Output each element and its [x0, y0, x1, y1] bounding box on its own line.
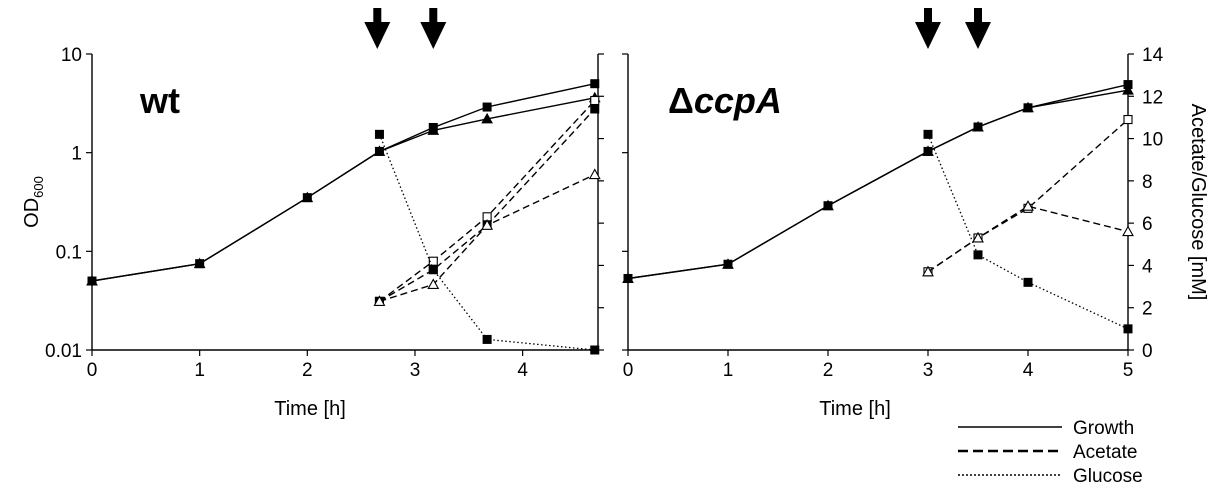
- ccpa-arrow-head: [915, 22, 941, 49]
- ccpa-series-4-point: [973, 250, 983, 260]
- ccpa-series-1-point: [972, 120, 984, 132]
- wt-series-5-point: [482, 334, 492, 344]
- ccpa-series-1-point: [622, 272, 634, 284]
- ccpa-x-tick-label: 1: [723, 360, 734, 381]
- wt-series-3-point: [590, 104, 600, 114]
- wt-arrow-shaft: [373, 8, 382, 24]
- ccpa-series-1-point: [1122, 84, 1134, 95]
- ccpa-series-3-point: [1022, 200, 1034, 211]
- wt-series-1-point: [427, 124, 440, 135]
- wt-left-tick-label: 0.1: [56, 242, 82, 263]
- ccpa-series-1-point: [922, 145, 934, 156]
- wt-x-tick-label: 0: [87, 360, 98, 381]
- ccpa-x-axis-label: Time [h]: [819, 398, 891, 420]
- ccpa-series-1-point: [822, 199, 834, 211]
- wt-arrow-head: [364, 22, 391, 49]
- wt-x-tick-label: 1: [194, 360, 205, 381]
- ccpa-right-tick-label: 12: [1142, 87, 1163, 108]
- ccpa-series-3-point: [972, 231, 984, 243]
- wt-y-axis-label: OD600: [21, 176, 46, 228]
- wt-series-1-point: [193, 257, 206, 269]
- wt-series-5-point: [428, 265, 438, 275]
- ccpa-series-4-point: [1123, 324, 1133, 334]
- wt-y-axis-label-sub: 600: [31, 176, 46, 198]
- ccpa-x-tick-label: 0: [623, 360, 634, 381]
- wt-series-2-line: [379, 100, 596, 302]
- ccpa-right-tick-label: 4: [1142, 256, 1153, 277]
- ccpa-series-4-line: [927, 134, 1129, 330]
- wt-series-4-point: [427, 278, 440, 290]
- wt-series-2-point: [590, 95, 600, 106]
- wt-series-5-point: [590, 345, 600, 355]
- legend-growth-label: Growth: [1073, 418, 1134, 439]
- wt-left-tick-label: 0.01: [45, 341, 82, 362]
- ccpa-right-tick-label: 0: [1142, 341, 1153, 362]
- ccpa-x-tick-label: 3: [923, 360, 934, 381]
- ccpa-x-tick-label: 5: [1123, 360, 1134, 381]
- wt-series-1-point: [301, 191, 314, 203]
- wt-x-axis-label: Time [h]: [274, 398, 346, 420]
- ccpa-series-1-point: [1022, 101, 1034, 113]
- wt-left-tick-label: 1: [71, 144, 82, 165]
- panel-wt: wt Time [h] OD600 0 1 2 3 4 0.01 0.1 1 10: [21, 8, 604, 420]
- ccpa-arrow-shaft: [924, 8, 932, 24]
- ccpa-series-3-line: [927, 205, 1129, 273]
- wt-series-5-point: [374, 129, 384, 139]
- ccpa-right-tick-label: 14: [1142, 45, 1164, 66]
- legend: Growth Acetate Glucose: [958, 418, 1143, 487]
- ccpa-series-2-point: [1123, 114, 1133, 125]
- wt-marks: [86, 79, 601, 355]
- ccpa-x-tick-label: 2: [823, 360, 834, 381]
- wt-ticks: 0 1 2 3 4 0.01 0.1 1 10: [45, 8, 604, 381]
- ccpa-panel-label-italic: ccpA: [694, 80, 782, 121]
- wt-x-tick-label: 3: [410, 360, 421, 381]
- wt-arrow-shaft: [429, 8, 438, 24]
- ccpa-series-4-point: [923, 129, 933, 139]
- wt-series-1-line: [91, 97, 595, 282]
- legend-glucose-label: Glucose: [1073, 466, 1143, 487]
- ccpa-x-tick-label: 4: [1023, 360, 1034, 381]
- wt-series-4-point: [588, 168, 601, 180]
- ccpa-marks: [622, 80, 1134, 334]
- ccpa-right-axis-label: Acetate/Glucose [mM]: [1187, 104, 1208, 301]
- wt-y-axis-label-main: OD: [21, 198, 43, 228]
- ccpa-series-1-point: [722, 258, 734, 269]
- wt-series-4-line: [379, 173, 596, 303]
- wt-series-0-point: [590, 79, 600, 89]
- ccpa-panel-label: ΔccpA: [668, 80, 782, 121]
- wt-x-tick-label: 2: [302, 360, 313, 381]
- ccpa-right-tick-label: 10: [1142, 130, 1163, 151]
- wt-series-4-point: [373, 295, 386, 306]
- wt-series-4-point: [481, 219, 494, 230]
- ccpa-panel-label-prefix: Δ: [668, 80, 694, 121]
- wt-series-1-point: [373, 145, 386, 156]
- wt-series-3-line: [379, 108, 596, 303]
- ccpa-series-3-point: [1122, 225, 1134, 237]
- ccpa-right-tick-label: 6: [1142, 214, 1153, 235]
- wt-left-tick-label: 10: [61, 45, 82, 66]
- ccpa-right-tick-label: 2: [1142, 299, 1153, 320]
- wt-panel-label: wt: [139, 80, 180, 121]
- legend-acetate-label: Acetate: [1073, 442, 1137, 463]
- wt-arrow-head: [420, 22, 447, 49]
- ccpa-right-tick-label: 8: [1142, 172, 1153, 193]
- wt-series-1-point: [481, 112, 493, 124]
- ccpa-arrow-shaft: [974, 8, 982, 24]
- wt-series-1-point: [86, 275, 98, 286]
- ccpa-series-4-point: [1023, 277, 1033, 287]
- wt-x-tick-label: 4: [517, 360, 528, 381]
- ccpa-arrow-head: [965, 22, 991, 49]
- ccpa-series-3-point: [922, 265, 934, 277]
- wt-series-0-point: [482, 102, 492, 112]
- wt-series-5-line: [378, 134, 595, 351]
- ccpa-series-2-line: [927, 118, 1129, 273]
